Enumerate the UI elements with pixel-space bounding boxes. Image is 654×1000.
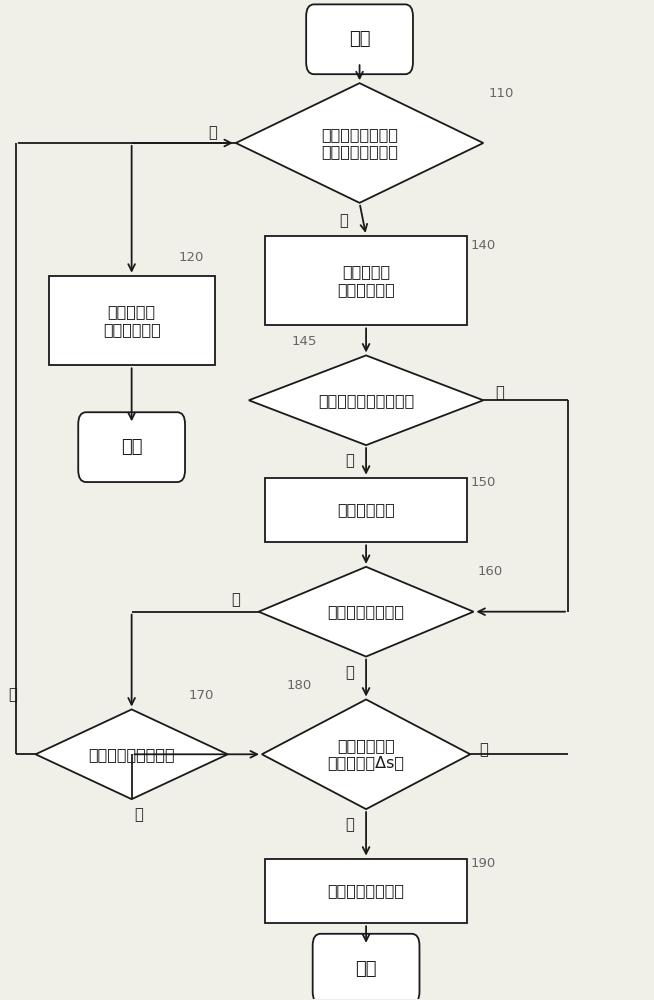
Text: 否: 否 [339,213,348,228]
FancyBboxPatch shape [313,934,419,1000]
Bar [265,236,467,325]
Text: 请求倒车，
自动实现转向: 请求倒车， 自动实现转向 [337,264,395,297]
Text: 是: 是 [209,126,217,141]
Text: 190: 190 [471,857,496,870]
Text: 145: 145 [291,335,317,348]
Bar [265,859,467,923]
Text: 否: 否 [479,742,488,757]
FancyBboxPatch shape [78,412,185,482]
Text: 180: 180 [286,679,312,692]
Text: 否: 否 [134,808,143,823]
Text: 160: 160 [477,565,503,578]
Text: 参考点已超过
观察线大于Δs？: 参考点已超过 观察线大于Δs？ [328,738,405,770]
Text: 是: 是 [345,818,354,833]
Text: 参考点已超过观察线？: 参考点已超过观察线？ [318,393,414,408]
Text: 110: 110 [489,87,514,100]
Text: 车辆已经过修正步？: 车辆已经过修正步？ [88,747,175,762]
Text: 结束: 结束 [355,960,377,978]
Text: 是: 是 [345,454,354,469]
Text: 撤回请求前进行驶: 撤回请求前进行驶 [328,883,405,898]
Polygon shape [258,567,473,657]
Text: 驾驶员服从请求？: 驾驶员服从请求？ [328,604,405,619]
Text: 请求倒车，
自动实现转向: 请求倒车， 自动实现转向 [103,304,160,337]
Polygon shape [262,699,470,809]
Text: 是: 是 [8,687,17,702]
Text: 120: 120 [179,251,204,264]
Bar [265,478,467,542]
Text: 否: 否 [495,385,504,400]
Text: 140: 140 [471,239,496,252]
Text: 请求前进行驶: 请求前进行驶 [337,502,395,517]
Polygon shape [236,83,483,203]
Text: 否: 否 [345,665,354,680]
Text: 结束: 结束 [121,438,143,456]
Text: 150: 150 [471,476,496,489]
FancyBboxPatch shape [306,4,413,74]
Polygon shape [35,709,228,799]
Text: 开始: 开始 [349,30,370,48]
Text: 能通过停入步达到
允许的结束位置？: 能通过停入步达到 允许的结束位置？ [321,127,398,159]
Text: 170: 170 [188,689,214,702]
Polygon shape [249,355,483,445]
Bar [48,276,215,365]
Text: 是: 是 [232,592,240,607]
